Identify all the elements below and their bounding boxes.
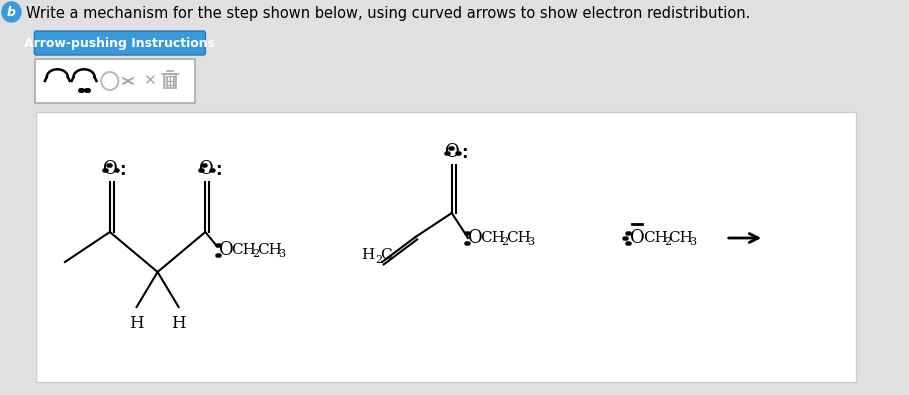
Text: 2: 2 — [664, 237, 671, 247]
Text: H: H — [129, 315, 144, 332]
Circle shape — [2, 2, 21, 22]
Text: ✕: ✕ — [143, 73, 155, 88]
Text: O: O — [468, 229, 483, 247]
FancyBboxPatch shape — [36, 112, 855, 382]
FancyBboxPatch shape — [35, 59, 195, 103]
Text: CH: CH — [668, 231, 694, 245]
Text: H: H — [361, 248, 375, 262]
Text: CH: CH — [481, 231, 505, 245]
FancyBboxPatch shape — [35, 31, 205, 55]
Text: 2: 2 — [252, 249, 259, 259]
Text: H: H — [171, 315, 186, 332]
Text: 3: 3 — [690, 237, 696, 247]
Text: O: O — [219, 241, 234, 259]
Text: 2: 2 — [375, 255, 383, 265]
Text: O: O — [445, 143, 460, 161]
Text: :: : — [119, 161, 126, 179]
Text: 2: 2 — [502, 237, 508, 247]
Text: :: : — [461, 144, 468, 162]
Text: CH: CH — [257, 243, 282, 257]
Text: CH: CH — [231, 243, 256, 257]
Text: Write a mechanism for the step shown below, using curved arrows to show electron: Write a mechanism for the step shown bel… — [25, 6, 750, 21]
Text: 3: 3 — [527, 237, 534, 247]
Text: :: : — [215, 161, 222, 179]
Text: Arrow-pushing Instructions: Arrow-pushing Instructions — [24, 36, 215, 49]
Text: O: O — [630, 229, 645, 247]
Text: C: C — [380, 248, 392, 262]
Text: CH: CH — [643, 231, 667, 245]
Text: O: O — [199, 160, 214, 178]
Text: 3: 3 — [278, 249, 285, 259]
Text: ⊞: ⊞ — [164, 73, 176, 88]
Text: O: O — [104, 160, 118, 178]
Text: CH: CH — [506, 231, 531, 245]
Text: b: b — [7, 6, 16, 19]
